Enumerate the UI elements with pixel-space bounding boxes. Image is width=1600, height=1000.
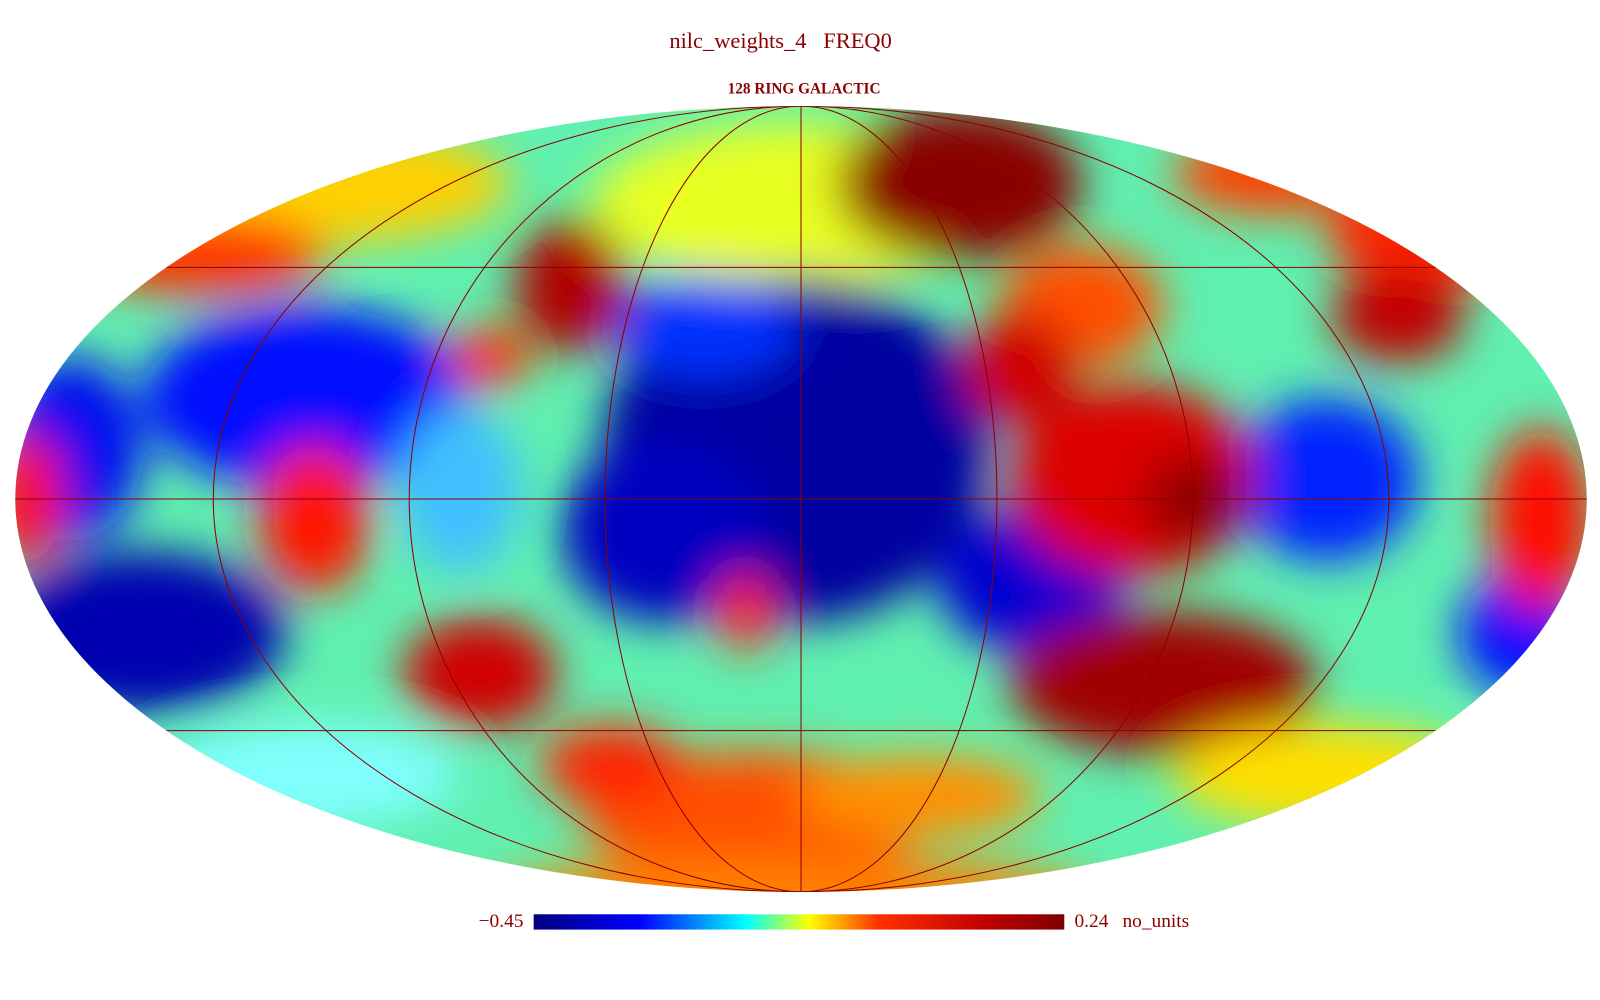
graticule	[15, 106, 1587, 892]
colorbar-max: 0.24	[1074, 911, 1108, 932]
colorbar	[533, 914, 1065, 930]
colorbar-min: −0.45	[479, 911, 524, 932]
colorbar-unit: no_units	[1122, 911, 1189, 932]
map-title: nilc_weights_4 FREQ0	[669, 28, 892, 53]
map-subtitle: 128 RING GALACTIC	[728, 80, 881, 97]
mollweide-map	[15, 106, 1587, 892]
